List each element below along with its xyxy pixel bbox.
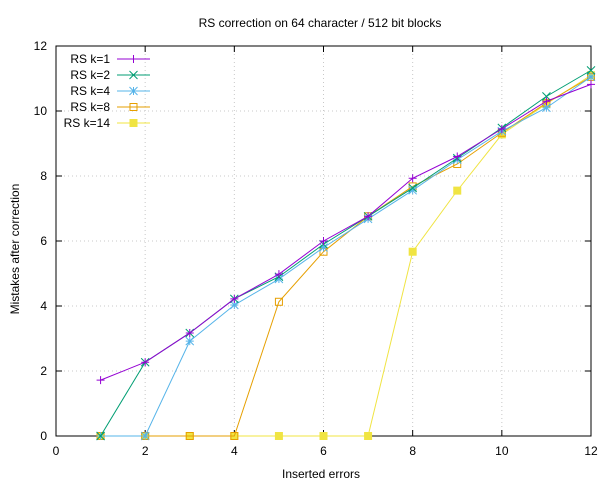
data-point <box>408 183 418 193</box>
y-tick-label: 10 <box>34 104 48 118</box>
series-rs-k-14 <box>96 71 595 440</box>
data-point <box>542 103 551 113</box>
series-line <box>100 76 592 437</box>
y-tick-label: 12 <box>34 39 48 53</box>
legend-item: RS k=14 <box>64 116 150 130</box>
x-tick-label: 6 <box>320 444 327 458</box>
x-tick-label: 8 <box>409 444 416 458</box>
data-point <box>129 55 138 63</box>
legend-item: RS k=1 <box>70 52 150 66</box>
data-point <box>586 72 596 82</box>
data-point <box>408 247 417 256</box>
series-rs-k-2 <box>96 66 596 441</box>
data-point <box>364 212 373 221</box>
data-point <box>129 103 138 111</box>
y-tick-label: 0 <box>40 429 47 443</box>
data-point <box>185 432 194 440</box>
data-point <box>140 431 150 441</box>
legend-item: RS k=8 <box>70 100 150 114</box>
data-point <box>319 432 328 440</box>
data-point <box>230 294 239 303</box>
x-tick-label: 10 <box>495 444 509 458</box>
x-tick-label: 0 <box>53 444 60 458</box>
data-point <box>230 432 239 440</box>
data-point <box>274 274 284 284</box>
plot-area <box>96 66 596 441</box>
legend-item: RS k=2 <box>70 68 150 82</box>
data-point <box>587 80 595 89</box>
data-point <box>319 237 328 245</box>
legend-item: RS k=4 <box>70 84 150 98</box>
series-line <box>100 83 592 381</box>
y-tick-label: 2 <box>40 364 47 378</box>
data-point <box>319 243 328 252</box>
data-point <box>229 300 239 310</box>
data-point <box>453 152 462 161</box>
data-point <box>129 86 138 96</box>
data-point <box>586 66 596 75</box>
data-point <box>274 432 283 440</box>
axes: 0 2 4 6 8 10 12 0 2 4 6 8 10 12 <box>34 39 598 458</box>
chart-title: RS correction on 64 character / 512 bit … <box>199 16 442 30</box>
legend-label: RS k=1 <box>70 52 110 66</box>
y-tick-label: 4 <box>40 299 47 313</box>
x-axis-label: Inserted errors <box>282 467 360 481</box>
legend: RS k=1 RS k=2 RS k=4 RS k=8 RS k=14 <box>64 52 150 130</box>
grid <box>56 46 591 436</box>
data-point <box>408 185 418 195</box>
data-point <box>129 70 138 80</box>
series-rs-k-4 <box>96 72 596 441</box>
data-point <box>274 297 283 306</box>
legend-label: RS k=8 <box>70 100 110 114</box>
series-rs-k-8 <box>96 72 595 440</box>
series-line <box>100 76 592 437</box>
data-point <box>141 358 150 367</box>
data-point <box>96 376 105 385</box>
data-point <box>408 174 417 183</box>
y-axis-label: Mistakes after correction <box>8 184 22 315</box>
data-point <box>453 186 462 195</box>
series-rs-k-1 <box>96 80 595 385</box>
data-point <box>364 432 373 440</box>
x-tick-label: 2 <box>142 444 149 458</box>
data-point <box>497 124 506 133</box>
series-line <box>100 74 592 437</box>
y-tick-label: 8 <box>40 169 47 183</box>
legend-label: RS k=14 <box>64 116 111 130</box>
data-point <box>542 97 551 106</box>
legend-label: RS k=2 <box>70 68 110 82</box>
data-point <box>274 270 283 279</box>
x-tick-label: 4 <box>231 444 238 458</box>
legend-label: RS k=4 <box>70 84 110 98</box>
series-line <box>100 69 592 437</box>
data-point <box>129 119 138 127</box>
data-point <box>185 336 195 346</box>
data-point <box>542 92 551 101</box>
y-tick-label: 6 <box>40 234 47 248</box>
data-point <box>96 431 105 441</box>
x-tick-label: 12 <box>584 444 598 458</box>
data-point <box>185 328 194 337</box>
